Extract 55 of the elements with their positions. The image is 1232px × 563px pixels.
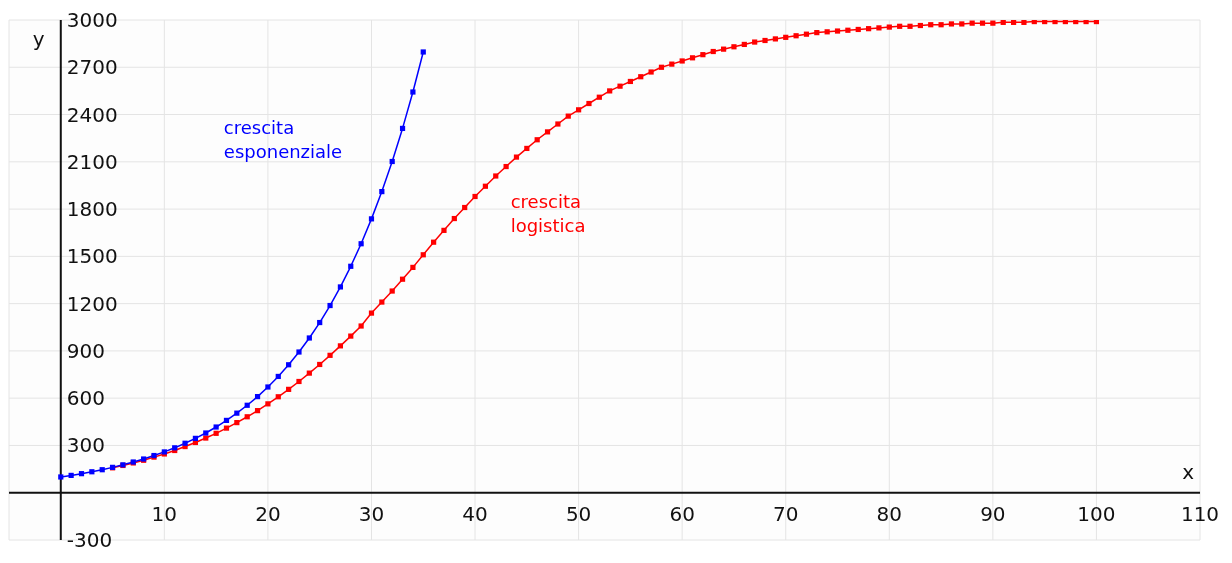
- point: [368, 216, 375, 222]
- point: [99, 467, 105, 473]
- point: [89, 469, 95, 475]
- x-tick-label: 40: [462, 501, 488, 526]
- point: [265, 384, 271, 390]
- x-tick-label: 20: [255, 501, 281, 526]
- series-label: crescita logistica: [510, 190, 586, 236]
- point: [317, 319, 323, 326]
- point: [379, 189, 385, 195]
- point: [389, 158, 395, 165]
- y-tick-label: 1200: [66, 291, 118, 316]
- point: [192, 435, 199, 441]
- x-tick-label: 80: [876, 501, 903, 526]
- x-tick-label: 50: [565, 501, 592, 526]
- x-tick-label: 60: [669, 501, 695, 526]
- y-tick-label: 1800: [66, 197, 118, 222]
- point: [78, 471, 85, 477]
- x-tick-label: 90: [980, 501, 1006, 526]
- y-tick-label: 2400: [66, 102, 118, 127]
- point: [306, 335, 312, 341]
- point: [337, 284, 344, 290]
- point: [358, 241, 364, 247]
- point: [223, 417, 230, 423]
- y-tick-label: 300: [66, 433, 105, 458]
- y-tick-label: 600: [66, 386, 105, 411]
- point: [58, 474, 64, 480]
- point: [234, 410, 240, 416]
- y-tick-label: 3000: [66, 8, 118, 32]
- x-tick-label: 70: [773, 501, 799, 526]
- point: [410, 89, 416, 95]
- x-tick-label: 100: [1077, 501, 1116, 526]
- x-tick-label: 110: [1180, 501, 1220, 526]
- point: [244, 402, 250, 408]
- point: [275, 373, 281, 380]
- y-tick-label: 2700: [66, 55, 118, 80]
- y-tick-label: -300: [66, 528, 113, 552]
- point: [68, 472, 74, 478]
- point: [327, 302, 333, 309]
- point: [286, 362, 292, 368]
- y-tick-label: 1500: [66, 244, 118, 269]
- point: [182, 440, 188, 446]
- point: [213, 424, 219, 430]
- point: [203, 430, 209, 436]
- point: [348, 263, 354, 269]
- y-axis-title: y: [32, 27, 45, 51]
- point: [420, 49, 426, 55]
- x-axis-title: x: [1182, 459, 1195, 484]
- point: [399, 125, 406, 132]
- text: crescita esponenziale: [223, 116, 343, 162]
- point: [296, 349, 302, 355]
- y-tick-label: 900: [66, 338, 105, 363]
- x-tick-label: 10: [151, 501, 178, 526]
- y-tick-label: 2100: [66, 149, 118, 174]
- x-tick-label: 30: [358, 501, 385, 526]
- point: [254, 394, 261, 400]
